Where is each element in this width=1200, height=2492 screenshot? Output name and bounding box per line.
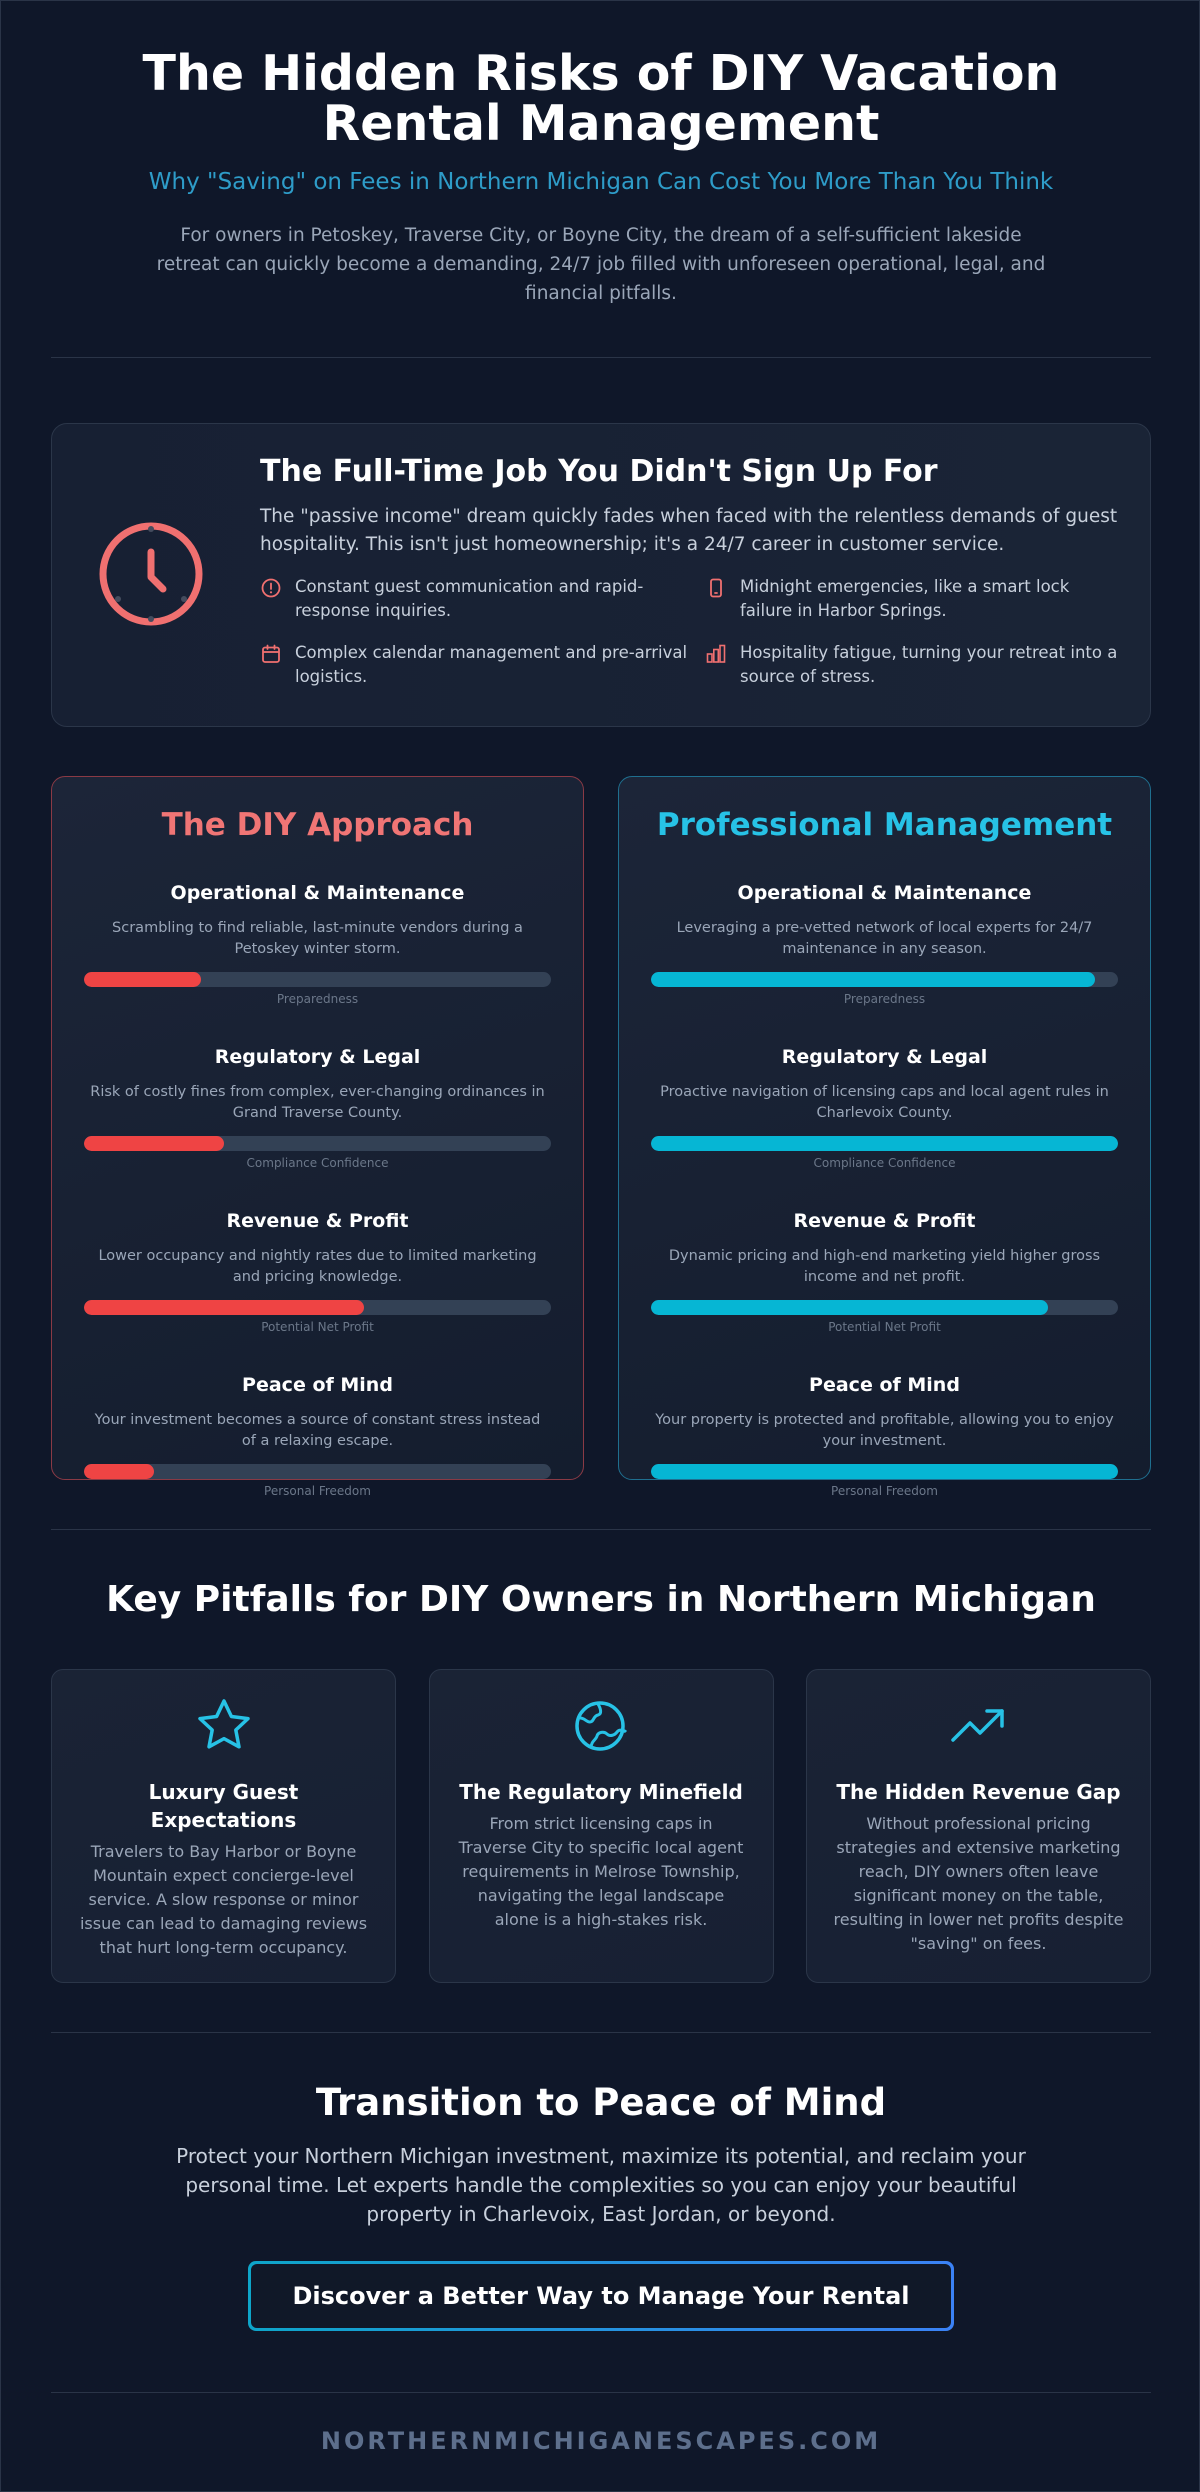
metric-regulatory: Regulatory & Legal Risk of costly fines … [84, 1046, 551, 1170]
metric-caption: Potential Net Profit [828, 1320, 941, 1334]
transition-section: Transition to Peace of Mind Protect your… [51, 2081, 1151, 2331]
progress-fill [84, 1464, 155, 1479]
pitfall-title: The Hidden Revenue Gap [836, 1780, 1121, 1804]
divider [51, 357, 1151, 358]
progress-fill [651, 1464, 1118, 1479]
metric-title: Peace of Mind [242, 1374, 393, 1396]
pitfall-title: The Regulatory Minefield [459, 1780, 743, 1804]
metric-caption: Compliance Confidence [246, 1156, 389, 1170]
progress-fill [84, 1136, 225, 1151]
metric-revenue: Revenue & Profit Lower occupancy and nig… [84, 1210, 551, 1334]
metric-description: Scrambling to find reliable, last-minute… [112, 920, 523, 957]
pitfalls-title: Key Pitfalls for DIY Owners in Northern … [106, 1579, 1096, 1620]
metric-peace-of-mind: Peace of Mind Your investment becomes a … [84, 1374, 551, 1498]
pitfall-card: The Regulatory Minefield From strict lic… [428, 1669, 774, 1983]
job-item-text: Midnight emergencies, like a smart lock … [740, 577, 1070, 620]
full-time-job-card: The Full-Time Job You Didn't Sign Up For… [51, 423, 1151, 727]
metric-caption: Personal Freedom [831, 1484, 938, 1498]
diy-title: The DIY Approach [161, 807, 474, 843]
job-description: The "passive income" dream quickly fades… [260, 506, 1118, 555]
list-item: Constant guest communication and rapid-r… [260, 575, 705, 623]
diy-column: The DIY Approach Operational & Maintenan… [51, 776, 584, 1498]
progress-fill [84, 972, 201, 987]
job-title: The Full-Time Job You Didn't Sign Up For [260, 454, 938, 489]
intro-text: For owners in Petoskey, Traverse City, o… [156, 225, 1046, 304]
transition-text: Protect your Northern Michigan investmen… [176, 2144, 1026, 2226]
hero: The Hidden Risks of DIY Vacation Rental … [51, 1, 1151, 308]
bar-chart-icon [706, 644, 726, 663]
cta-label: Discover a Better Way to Manage Your Ren… [251, 2264, 951, 2328]
pitfall-text: Without professional pricing strategies … [833, 1814, 1124, 1953]
progress-bar [651, 972, 1118, 987]
divider [51, 2032, 1151, 2033]
comparison: The DIY Approach Operational & Maintenan… [51, 776, 1151, 1498]
progress-bar [84, 1136, 551, 1151]
metric-caption: Compliance Confidence [813, 1156, 956, 1170]
progress-fill [651, 1136, 1118, 1151]
pro-title: Professional Management [656, 807, 1113, 843]
progress-bar [651, 1136, 1118, 1151]
list-item: Midnight emergencies, like a smart lock … [705, 575, 1125, 623]
pitfalls-grid: Luxury Guest Expectations Travelers to B… [51, 1669, 1151, 1983]
job-item-text: Hospitality fatigue, turning your retrea… [740, 643, 1118, 686]
pitfall-card: The Hidden Revenue Gap Without professio… [806, 1669, 1151, 1983]
trending-up-icon [950, 1709, 1004, 1742]
list-item: Hospitality fatigue, turning your retrea… [705, 641, 1125, 689]
star-icon [197, 1699, 250, 1749]
metric-description: Dynamic pricing and high-end marketing y… [668, 1248, 1101, 1285]
transition-title: Transition to Peace of Mind [315, 2081, 887, 2124]
job-item-text: Complex calendar management and pre-arri… [295, 643, 688, 686]
progress-fill [651, 1300, 1048, 1315]
divider [51, 1529, 1151, 1530]
divider [51, 2392, 1151, 2393]
calendar-icon [262, 644, 280, 663]
metric-title: Peace of Mind [809, 1374, 960, 1396]
progress-bar [651, 1300, 1118, 1315]
pitfall-text: Travelers to Bay Harbor or Boyne Mountai… [79, 1842, 368, 1957]
footer-site-name: NORTHERNMICHIGANESCAPES.COM [320, 2427, 882, 2455]
metric-title: Operational & Maintenance [170, 882, 465, 904]
globe-icon [575, 1701, 628, 1751]
metric-title: Revenue & Profit [226, 1210, 409, 1232]
list-item: Complex calendar management and pre-arri… [260, 641, 705, 689]
metric-caption: Preparedness [276, 992, 359, 1006]
metric-description: Your investment becomes a source of cons… [94, 1412, 541, 1449]
progress-bar [651, 1464, 1118, 1479]
progress-bar [84, 972, 551, 987]
metric-title: Operational & Maintenance [737, 882, 1032, 904]
metric-description: Risk of costly fines from complex, ever-… [90, 1084, 545, 1121]
metric-title: Revenue & Profit [793, 1210, 976, 1232]
metric-description: Lower occupancy and nightly rates due to… [98, 1248, 537, 1285]
metric-operational: Operational & Maintenance Leveraging a p… [651, 882, 1118, 1006]
job-list: Constant guest communication and rapid-r… [260, 575, 1120, 689]
metric-caption: Personal Freedom [264, 1484, 371, 1498]
metric-description: Proactive navigation of licensing caps a… [660, 1084, 1109, 1121]
progress-fill [84, 1300, 365, 1315]
pitfall-card: Luxury Guest Expectations Travelers to B… [51, 1669, 396, 1983]
metric-caption: Potential Net Profit [261, 1320, 374, 1334]
metric-description: Leveraging a pre-vetted network of local… [676, 920, 1093, 957]
progress-bar [84, 1464, 551, 1479]
alert-circle-icon [261, 578, 281, 598]
metric-title: Regulatory & Legal [214, 1046, 421, 1068]
metric-regulatory: Regulatory & Legal Proactive navigation … [651, 1046, 1118, 1170]
pitfall-title: Luxury Guest Expectations [148, 1780, 299, 1832]
metric-title: Regulatory & Legal [781, 1046, 988, 1068]
metric-description: Your property is protected and profitabl… [655, 1412, 1114, 1449]
page-title: The Hidden Risks of DIY Vacation Rental … [142, 45, 1060, 152]
page-subtitle: Why "Saving" on Fees in Northern Michiga… [148, 169, 1054, 195]
metric-peace-of-mind: Peace of Mind Your property is protected… [651, 1374, 1118, 1498]
pro-column: Professional Management Operational & Ma… [618, 776, 1151, 1498]
progress-fill [651, 972, 1095, 987]
phone-icon [710, 578, 722, 598]
clock-icon [99, 522, 203, 626]
metric-revenue: Revenue & Profit Dynamic pricing and hig… [651, 1210, 1118, 1334]
pitfall-text: From strict licensing caps in Traverse C… [458, 1814, 744, 1929]
job-item-text: Constant guest communication and rapid-r… [295, 577, 644, 620]
cta-button[interactable]: Discover a Better Way to Manage Your Ren… [248, 2261, 954, 2331]
metric-operational: Operational & Maintenance Scrambling to … [84, 882, 551, 1006]
metric-caption: Preparedness [843, 992, 926, 1006]
progress-bar [84, 1300, 551, 1315]
